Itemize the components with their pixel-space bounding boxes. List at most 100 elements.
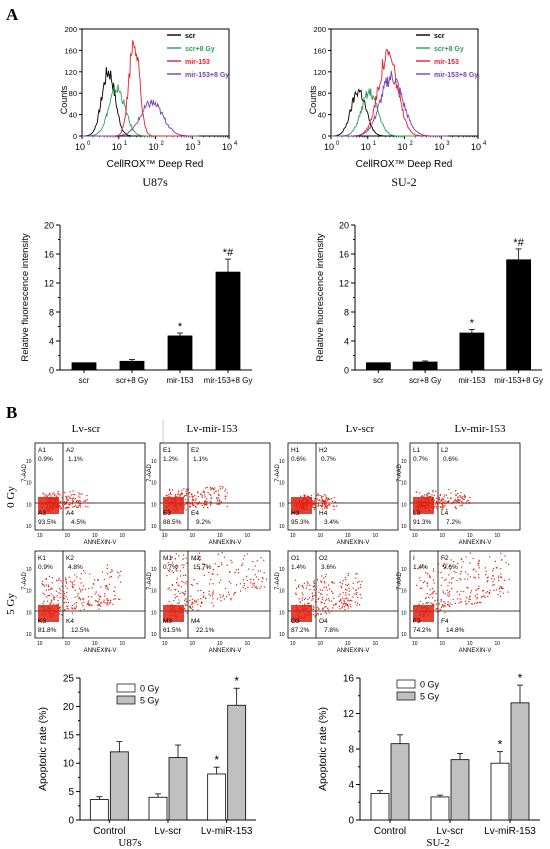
dot	[342, 580, 344, 582]
dot	[119, 575, 121, 577]
significance-marker: *	[214, 753, 219, 767]
dot	[64, 585, 67, 587]
bar	[490, 762, 510, 821]
dot	[181, 580, 183, 582]
dot	[42, 592, 44, 594]
dot	[185, 598, 187, 600]
dot	[208, 590, 210, 592]
dot	[67, 506, 69, 508]
dot	[63, 598, 65, 600]
dot	[202, 502, 204, 504]
dot	[325, 586, 327, 588]
dot	[309, 597, 311, 599]
dot	[49, 588, 51, 590]
dot	[309, 584, 311, 586]
dot	[422, 496, 424, 499]
dot	[212, 593, 214, 595]
dot	[431, 603, 433, 605]
dot	[483, 595, 485, 597]
legend-label: mir-153	[185, 59, 210, 66]
flow-y-tick-label: 10	[26, 589, 32, 595]
dot	[197, 492, 199, 494]
dot	[65, 577, 67, 579]
dot	[63, 595, 65, 597]
dot	[54, 499, 56, 501]
quadrant-label: K3	[38, 618, 46, 625]
dot	[198, 501, 200, 503]
dot	[352, 596, 354, 598]
dot	[485, 592, 487, 594]
dot	[168, 564, 170, 566]
flow-plot-frame	[287, 442, 399, 531]
dot	[436, 497, 438, 499]
dot	[321, 575, 323, 577]
dot	[106, 599, 109, 602]
dot	[469, 552, 471, 554]
dot	[61, 585, 63, 587]
flow-xlabel: ANNEXIN-V	[337, 648, 370, 654]
dot	[83, 500, 85, 502]
dot	[427, 492, 429, 494]
dot	[348, 590, 350, 592]
dot	[213, 489, 215, 491]
dot	[170, 605, 172, 607]
dot	[422, 603, 424, 605]
dot	[175, 510, 177, 512]
dot	[454, 602, 457, 604]
dot	[439, 502, 441, 504]
histogram-xlabel: CellROX™ Deep Red	[356, 159, 453, 170]
legend-label: mir-153	[434, 59, 459, 66]
dot	[307, 614, 309, 616]
dot	[454, 500, 456, 502]
flow-y-tick-label: 10	[279, 524, 285, 530]
dot	[55, 604, 57, 606]
legend-label: 0 Gy	[420, 680, 440, 690]
dot	[60, 593, 62, 595]
dot	[65, 582, 68, 584]
dot	[461, 558, 463, 560]
dot	[49, 510, 52, 512]
dot	[319, 494, 321, 496]
dot	[68, 576, 70, 578]
dot	[52, 595, 54, 597]
dot	[325, 495, 327, 497]
dot	[48, 508, 50, 510]
dot	[432, 489, 434, 491]
dot	[425, 611, 427, 613]
dot	[477, 564, 480, 566]
dot	[248, 568, 250, 570]
dot	[210, 488, 212, 490]
dot	[298, 586, 300, 588]
dot	[42, 584, 44, 586]
dot	[423, 615, 425, 618]
dot	[212, 487, 214, 490]
dot	[436, 502, 438, 505]
x-tick-exponent: 2	[410, 141, 414, 147]
dot	[58, 506, 60, 508]
dot	[252, 583, 254, 585]
flow-ylabel: 7-AAD	[147, 463, 153, 481]
dot	[174, 611, 177, 613]
dot	[237, 572, 240, 574]
dot	[357, 587, 359, 589]
dot	[442, 498, 444, 500]
dot	[219, 500, 221, 502]
dot	[171, 503, 173, 505]
dot	[300, 501, 302, 503]
cell-line-label: U87s	[142, 175, 168, 189]
legend-swatch	[116, 683, 136, 693]
dot	[206, 567, 208, 569]
dot	[224, 490, 226, 492]
dot	[203, 501, 205, 503]
dot	[301, 506, 303, 508]
x-tick-exponent: 2	[161, 141, 165, 147]
dot	[419, 508, 421, 510]
dot	[261, 577, 264, 579]
dot	[432, 491, 434, 493]
dot	[324, 611, 326, 613]
dot	[436, 608, 438, 610]
dot	[429, 502, 431, 504]
dot	[450, 559, 452, 561]
dot	[324, 576, 327, 578]
y-tick-label: 8	[344, 308, 349, 318]
